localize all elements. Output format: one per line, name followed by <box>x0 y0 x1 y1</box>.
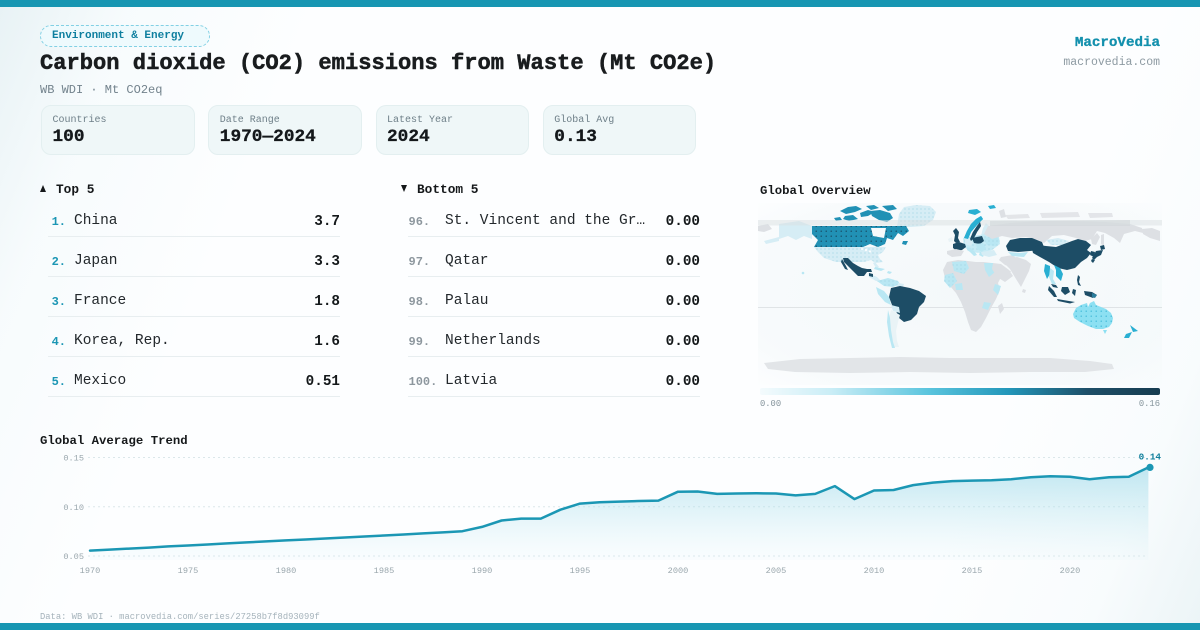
svg-text:1980: 1980 <box>276 566 297 576</box>
svg-text:1970: 1970 <box>80 566 101 576</box>
svg-text:0.15: 0.15 <box>63 454 84 464</box>
svg-text:0.10: 0.10 <box>63 503 84 513</box>
svg-text:2005: 2005 <box>766 566 787 576</box>
svg-text:0.05: 0.05 <box>63 552 84 562</box>
svg-text:2000: 2000 <box>668 566 689 576</box>
svg-text:1975: 1975 <box>178 566 199 576</box>
svg-text:1990: 1990 <box>472 566 493 576</box>
svg-text:2020: 2020 <box>1060 566 1081 576</box>
svg-text:2015: 2015 <box>962 566 983 576</box>
svg-text:1985: 1985 <box>374 566 395 576</box>
svg-text:1995: 1995 <box>570 566 591 576</box>
svg-text:0.14: 0.14 <box>1139 452 1162 463</box>
svg-text:2010: 2010 <box>864 566 885 576</box>
